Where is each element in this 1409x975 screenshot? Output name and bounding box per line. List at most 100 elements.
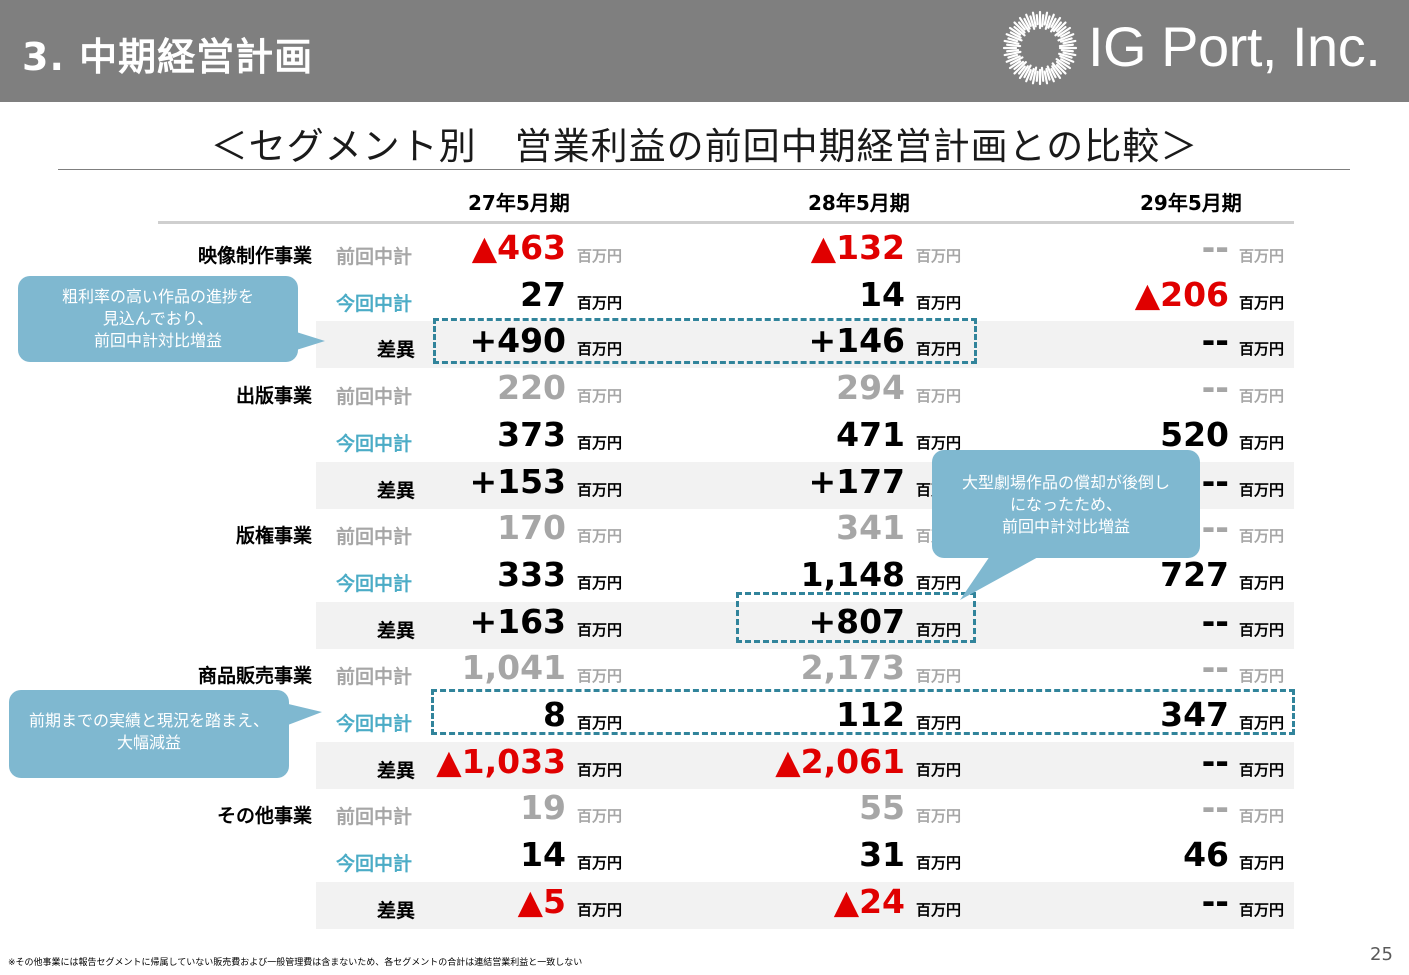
callout-merch-line: 前期までの実績と現況を踏まえ、 (28, 711, 269, 730)
logo-ray (1055, 60, 1067, 71)
value-cell: +490 (469, 321, 566, 361)
value-cell: 333 (497, 554, 566, 594)
value-cell: 112 (836, 695, 905, 734)
logo-ray (1023, 64, 1032, 79)
value-cell: 373 (497, 414, 566, 454)
segment-name: 版権事業 (235, 525, 312, 548)
logo-ray (1041, 14, 1045, 28)
value-cell: +153 (469, 461, 566, 501)
logo-ray (1059, 55, 1075, 63)
row-label-curr: 今回中計 (336, 853, 413, 876)
value-cell: ▲206 (1134, 274, 1229, 314)
logo-ray (1044, 15, 1051, 30)
value-cell: -- (1201, 741, 1229, 781)
sunburst-logo-icon (1002, 10, 1078, 86)
logo-ray (1062, 51, 1077, 57)
divider (58, 169, 1350, 170)
value-cell: +163 (469, 601, 566, 641)
logo-ray (1008, 60, 1022, 70)
logo-ray (1043, 70, 1049, 85)
highlight-box-rights-diff (736, 592, 976, 643)
page-number: 25 (1370, 944, 1393, 965)
row-label-diff: 差異 (377, 759, 416, 782)
callout-video-line: 見込んでおり、 (102, 309, 214, 328)
value-cell: 46 (1183, 835, 1229, 875)
diff-row-shade (316, 321, 1294, 369)
unit-label: 百万円 (577, 293, 623, 312)
callout-rights: 大型劇場作品の償却が後倒し になったため、 前回中計対比増益 (932, 450, 1200, 558)
row-label-curr: 今回中計 (336, 292, 413, 315)
unit-label: 百万円 (916, 900, 962, 919)
value-cell: -- (1201, 461, 1229, 501)
unit-label: 百万円 (1239, 480, 1285, 499)
unit-label: 百万円 (577, 387, 623, 406)
logo-ray (1058, 52, 1073, 59)
callout-merch-line: 大幅減益 (116, 733, 181, 752)
logo-ray (1008, 26, 1022, 36)
unit-label: 百万円 (577, 807, 623, 826)
logo-ray (1029, 67, 1035, 81)
unit-label: 百万円 (577, 433, 623, 452)
unit-label: 百万円 (916, 293, 962, 312)
logo-ray (1047, 13, 1055, 29)
unit-label: 百万円 (1239, 247, 1285, 265)
value-cell: ▲5 (517, 881, 566, 921)
page-title: 3. 中期経営計画 (22, 35, 314, 79)
logo-ray (1005, 33, 1023, 42)
unit-label: 百万円 (1239, 620, 1285, 639)
logo-ray (1013, 61, 1027, 75)
unit-label: 百万円 (577, 573, 623, 592)
row-label-diff: 差異 (377, 339, 416, 362)
logo-ray (1050, 17, 1057, 28)
logo-ray (1055, 63, 1067, 75)
logo-ray (1058, 43, 1074, 48)
value-cell: -- (1201, 648, 1229, 688)
logo-ray (1051, 65, 1062, 80)
value-cell: -- (1201, 788, 1229, 828)
unit-label: 百万円 (916, 573, 962, 592)
value-cell: 14 (520, 835, 566, 875)
row-label-prev: 前回中計 (336, 526, 413, 549)
column-header-rule (158, 221, 1294, 224)
logo-ray (1006, 49, 1020, 53)
callout-rights-line: 前回中計対比増益 (1001, 517, 1130, 536)
logo-ray (1013, 60, 1025, 71)
unit-label: 百万円 (1239, 807, 1285, 826)
logo-ray (1050, 16, 1062, 33)
value-cell: 14 (859, 274, 905, 314)
logo-ray (1046, 65, 1055, 83)
segment-name: 出版事業 (235, 385, 312, 408)
unit-label: 百万円 (1239, 667, 1285, 686)
value-cell: ▲1,033 (436, 741, 566, 781)
logo-ray (1057, 33, 1075, 42)
unit-label: 百万円 (916, 854, 962, 873)
unit-label: 百万円 (916, 387, 962, 406)
logo-ray (1018, 16, 1030, 33)
logo-ray (1023, 17, 1031, 30)
value-cell: 294 (836, 368, 905, 408)
highlight-box-merch-current (431, 689, 1295, 735)
row-label-prev: 前回中計 (336, 246, 413, 268)
unit-label: 百万円 (577, 527, 623, 546)
unit-label: 百万円 (577, 854, 623, 873)
logo-ray (1035, 70, 1039, 82)
value-cell: ▲24 (833, 881, 905, 921)
unit-label: 百万円 (1239, 527, 1285, 546)
logo-ray (1043, 11, 1049, 26)
logo-ray (1005, 55, 1021, 63)
value-cell: 727 (1160, 554, 1229, 594)
row-label-curr: 今回中計 (336, 572, 413, 595)
row-label-prev: 前回中計 (336, 666, 413, 689)
value-cell: -- (1201, 368, 1229, 408)
unit-label: 百万円 (1239, 387, 1285, 406)
unit-label: 百万円 (916, 714, 962, 732)
row-label-prev: 前回中計 (336, 806, 413, 829)
unit-label: 百万円 (1239, 433, 1285, 452)
value-cell: 520 (1160, 414, 1229, 454)
unit-label: 百万円 (1239, 293, 1285, 312)
callout-rights-line: 大型劇場作品の償却が後倒し (961, 473, 1170, 492)
segment-name: 商品販売事業 (197, 665, 312, 688)
callout-rights-line: になったため、 (1009, 495, 1122, 514)
row-label-diff: 差異 (377, 619, 416, 642)
value-cell: -- (1201, 228, 1229, 267)
